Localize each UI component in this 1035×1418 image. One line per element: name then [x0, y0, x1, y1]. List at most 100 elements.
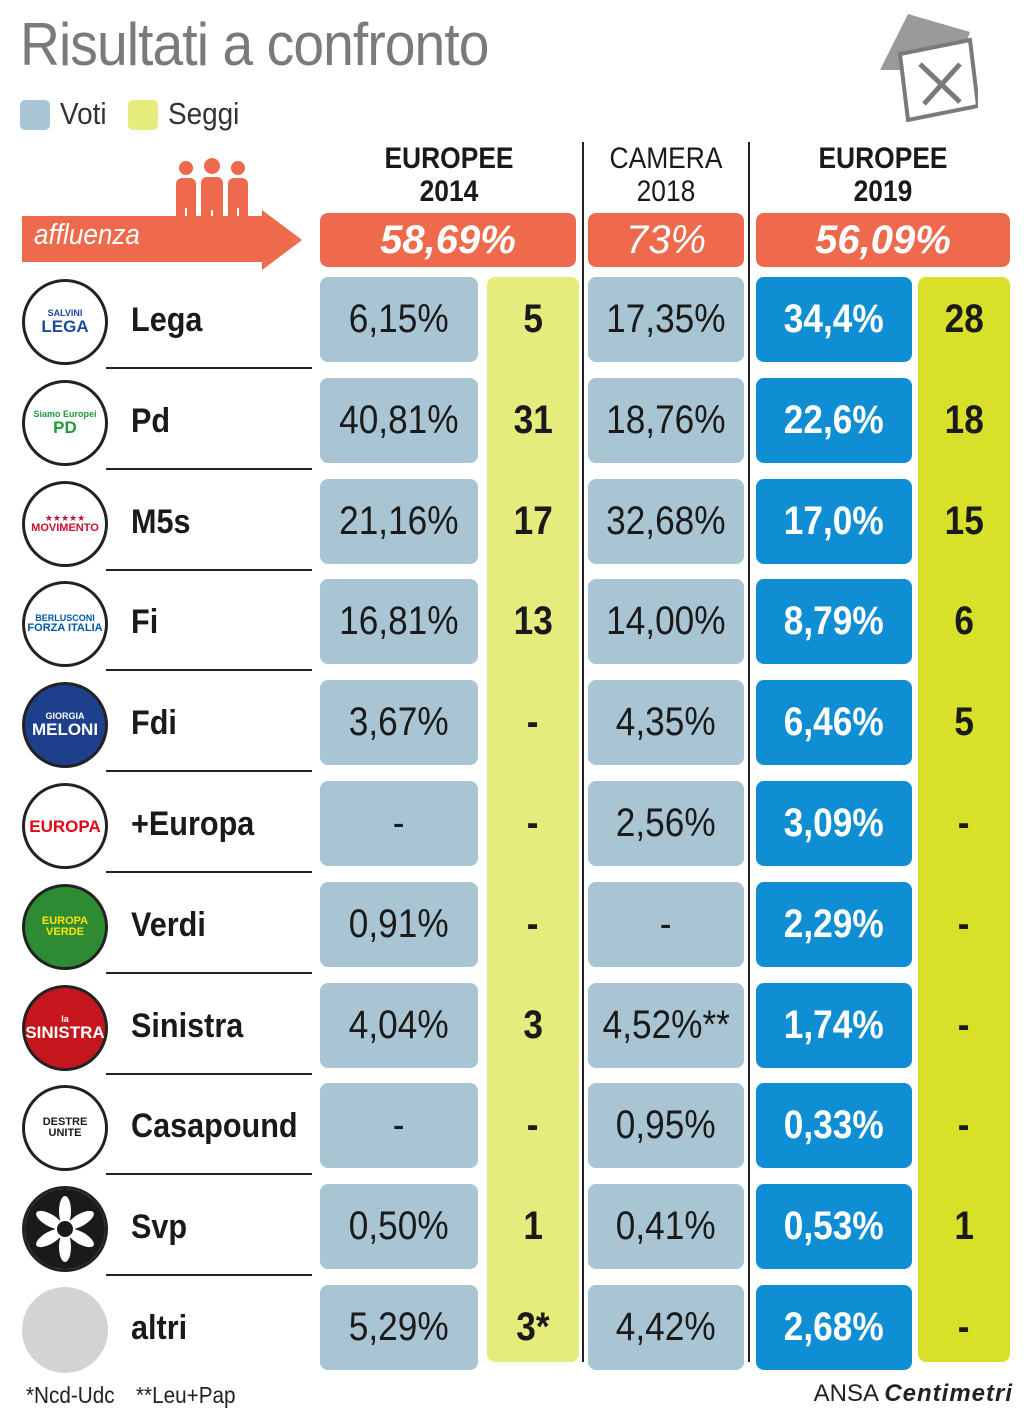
seats-2014: 3 — [523, 1002, 543, 1047]
header-camera-2018: CAMERA 2018 — [609, 142, 723, 208]
seats-2019: 1 — [954, 1204, 974, 1249]
row-divider — [106, 971, 312, 974]
votes-2014: - — [320, 1083, 478, 1169]
party-logo — [22, 1186, 108, 1273]
edelweiss-icon — [25, 1189, 105, 1270]
votes-2018: 14,00% — [588, 579, 744, 665]
logo-text: MOVIMENTO — [31, 521, 99, 534]
party-logo: la SINISTRA — [22, 984, 108, 1071]
logo-text: LEGA — [41, 317, 89, 336]
votes-2018: 17,35% — [588, 277, 744, 362]
votes-2018: 2,56% — [588, 781, 744, 866]
votes-2019: 3,09% — [756, 781, 912, 866]
party-logo: EUROPA — [22, 783, 108, 869]
credit-agency: ANSA — [813, 1380, 878, 1407]
logo-text: SINISTRA — [25, 1022, 105, 1042]
ballot-icon — [880, 14, 978, 122]
seats-2019: 28 — [944, 297, 984, 341]
votes-2019: 17,0% — [756, 478, 912, 564]
seats-2019: - — [958, 801, 970, 845]
row-divider — [106, 1072, 312, 1075]
votes-2019: 0,53% — [756, 1184, 912, 1270]
separator-2018-2019 — [748, 142, 750, 1362]
legend-seats-swatch — [128, 100, 158, 130]
votes-2019: 22,6% — [756, 377, 912, 463]
votes-2018: 4,52%** — [588, 982, 744, 1068]
votes-2014: 5,29% — [320, 1285, 478, 1370]
votes-2019: 8,79% — [756, 579, 912, 665]
turnout-label: affluenza — [34, 219, 140, 251]
party-name: Pd — [131, 401, 171, 440]
row-divider — [106, 568, 312, 571]
seats-2019-column — [918, 277, 1010, 1362]
logo-subtext: Siamo Europei — [33, 408, 97, 419]
votes-2019: 2,68% — [756, 1285, 912, 1370]
votes-2018: 4,42% — [588, 1285, 744, 1370]
seats-2019: 5 — [954, 700, 974, 745]
logo-text: DESTRE UNITE — [42, 1116, 88, 1140]
votes-2014: 3,67% — [320, 680, 478, 766]
seats-2014: 3* — [516, 1305, 550, 1349]
turnout-2019: 56,09% — [756, 213, 1010, 267]
votes-2019: 6,46% — [756, 680, 912, 766]
votes-2019: 0,33% — [756, 1083, 912, 1169]
legend-votes-swatch — [20, 100, 50, 130]
legend-votes-label: Voti — [60, 96, 107, 131]
logo-subtext: la — [61, 1013, 69, 1024]
row-divider — [106, 1274, 312, 1277]
credit: ANSA Centimetri — [814, 1380, 1013, 1408]
party-name: Fi — [131, 603, 159, 642]
row-divider — [106, 871, 312, 873]
logo-subtext: SALVINI — [47, 308, 83, 318]
logo-subtext: GIORGIA — [45, 711, 85, 722]
row-divider — [106, 669, 312, 672]
party-logo: BERLUSCONI FORZA ITALIA — [22, 581, 108, 668]
votes-2014: 6,15% — [320, 277, 478, 362]
party-logo: EUROPA VERDE — [22, 883, 108, 970]
footnote-ncd-udc: *Ncd-Udc — [26, 1382, 115, 1408]
seats-2019: - — [958, 901, 970, 946]
party-name: Sinistra — [131, 1006, 244, 1045]
votes-2018: - — [588, 881, 744, 967]
logo-text: EUROPA — [29, 816, 101, 836]
party-name: altri — [131, 1309, 188, 1347]
row-divider — [106, 770, 312, 773]
party-name: M5s — [131, 502, 191, 541]
header-europee-2019: EUROPEE 2019 — [818, 142, 948, 208]
votes-2019: 1,74% — [756, 982, 912, 1068]
logo-text: PD — [53, 417, 77, 437]
row-divider — [106, 1173, 312, 1176]
logo-text: EUROPA VERDE — [41, 914, 89, 938]
page-title: Risultati a confronto — [20, 11, 489, 78]
votes-2014: - — [320, 781, 478, 866]
party-logo: Siamo Europei PD — [22, 379, 108, 466]
votes-2018: 18,76% — [588, 377, 744, 463]
logo-subtext: BERLUSCONI — [35, 613, 95, 624]
party-logo: ★★★★★ MOVIMENTO — [22, 480, 108, 567]
legend-seats-label: Seggi — [168, 96, 240, 131]
party-name: Svp — [131, 1208, 188, 1247]
seats-2019: - — [958, 1103, 970, 1148]
votes-2014: 0,91% — [320, 881, 478, 967]
seats-2014: 1 — [523, 1204, 543, 1249]
seats-2014: - — [527, 801, 539, 845]
votes-2019: 34,4% — [756, 277, 912, 362]
votes-2014: 16,81% — [320, 579, 478, 665]
party-logo: GIORGIA MELONI — [22, 682, 108, 769]
credit-brand: Centimetri — [884, 1380, 1013, 1407]
votes-2018: 0,95% — [588, 1083, 744, 1169]
seats-2019: 18 — [944, 397, 984, 442]
logo-text: MELONI — [31, 720, 99, 740]
seats-2014-column — [487, 277, 579, 1362]
seats-2014: - — [527, 700, 539, 745]
seats-2014: - — [527, 901, 539, 946]
turnout-arrow-icon — [22, 210, 302, 270]
party-name: +Europa — [131, 805, 255, 843]
party-name: Verdi — [131, 905, 206, 944]
turnout-2018: 73% — [588, 213, 744, 267]
turnout-2014: 58,69% — [320, 213, 576, 267]
party-name: Lega — [131, 301, 203, 339]
seats-2019: 15 — [944, 498, 984, 543]
seats-2019: 6 — [954, 599, 974, 644]
votes-2014: 0,50% — [320, 1184, 478, 1270]
